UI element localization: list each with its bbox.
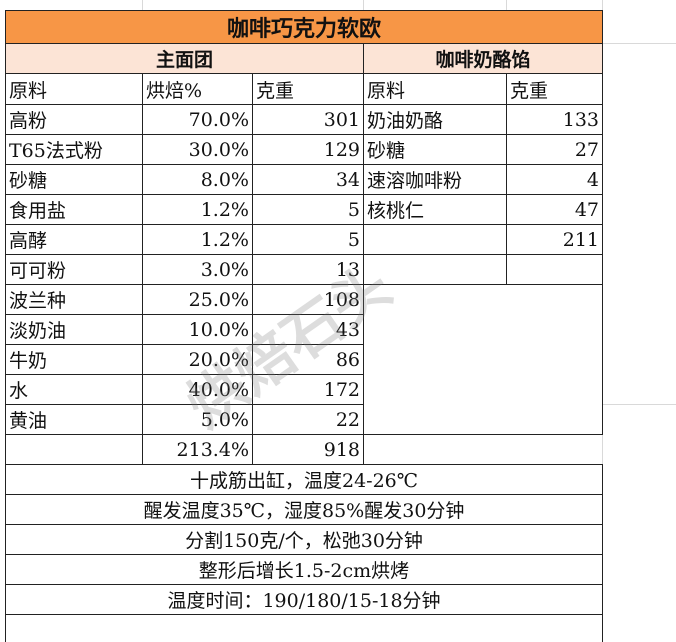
ingredient-cell: 奶油奶酪: [363, 104, 507, 135]
ingredient-cell: 食用盐: [5, 194, 143, 225]
value-cell: 129: [252, 134, 364, 165]
column-header: 克重: [252, 73, 364, 105]
ingredient-cell: 高粉: [5, 104, 143, 135]
ingredient-cell: T65法式粉: [5, 134, 143, 165]
value-cell: 4: [506, 164, 603, 195]
value-cell: 47: [506, 194, 603, 225]
value-cell: 34: [252, 164, 364, 195]
value-cell: 30.0%: [142, 134, 253, 165]
note-row: 整形后增长1.5-2cm烘烤: [5, 554, 603, 585]
column-header: 克重: [506, 73, 603, 105]
value-cell: 301: [252, 104, 364, 135]
section-header: 主面团: [5, 43, 364, 74]
column-header: 原料: [363, 73, 507, 105]
note-row: 温度时间：190/180/15-18分钟: [5, 584, 603, 615]
ingredient-cell: 牛奶: [5, 344, 143, 375]
grid-line: [602, 404, 676, 405]
ingredient-cell: 砂糖: [5, 164, 143, 195]
note-row: 分割150克/个，松弛30分钟: [5, 524, 603, 555]
value-cell: 3.0%: [142, 254, 253, 285]
value-cell: 8.0%: [142, 164, 253, 195]
ingredient-cell: 黄油: [5, 404, 143, 435]
value-cell: 27: [506, 134, 603, 165]
grid-line: [602, 43, 676, 44]
grid-line: [142, 0, 143, 10]
ingredient-cell: 淡奶油: [5, 314, 143, 345]
empty-cell: [5, 614, 603, 642]
empty-cell: [5, 434, 143, 465]
value-cell: 133: [506, 104, 603, 135]
column-header: 原料: [5, 73, 143, 105]
note-row: 醒发温度35℃，湿度85%醒发30分钟: [5, 494, 603, 525]
empty-cell: [363, 224, 507, 255]
ingredient-cell: 速溶咖啡粉: [363, 164, 507, 195]
value-cell: 1.2%: [142, 224, 253, 255]
note-row: 十成筋出缸，温度24-26℃: [5, 464, 603, 495]
ingredient-cell: 水: [5, 374, 143, 405]
ingredient-cell: 高酵: [5, 224, 143, 255]
value-cell: 22: [252, 404, 364, 435]
value-cell: 25.0%: [142, 284, 253, 315]
total-cell: 918: [252, 434, 364, 465]
column-header: 烘焙%: [142, 73, 253, 105]
empty-cell: [506, 254, 603, 285]
section-header: 咖啡奶酪馅: [363, 43, 603, 74]
title: 咖啡巧克力软欧: [5, 10, 603, 44]
ingredient-cell: 核桃仁: [363, 194, 507, 225]
ingredient-cell: 波兰种: [5, 284, 143, 315]
total-cell: 211: [506, 224, 603, 255]
value-cell: 70.0%: [142, 104, 253, 135]
grid-line: [363, 0, 364, 10]
ingredient-cell: 砂糖: [363, 134, 507, 165]
ingredient-cell: 可可粉: [5, 254, 143, 285]
value-cell: 1.2%: [142, 194, 253, 225]
total-cell: 213.4%: [142, 434, 253, 465]
value-cell: 5: [252, 194, 364, 225]
grid-line: [506, 0, 507, 10]
empty-cell: [363, 284, 603, 435]
